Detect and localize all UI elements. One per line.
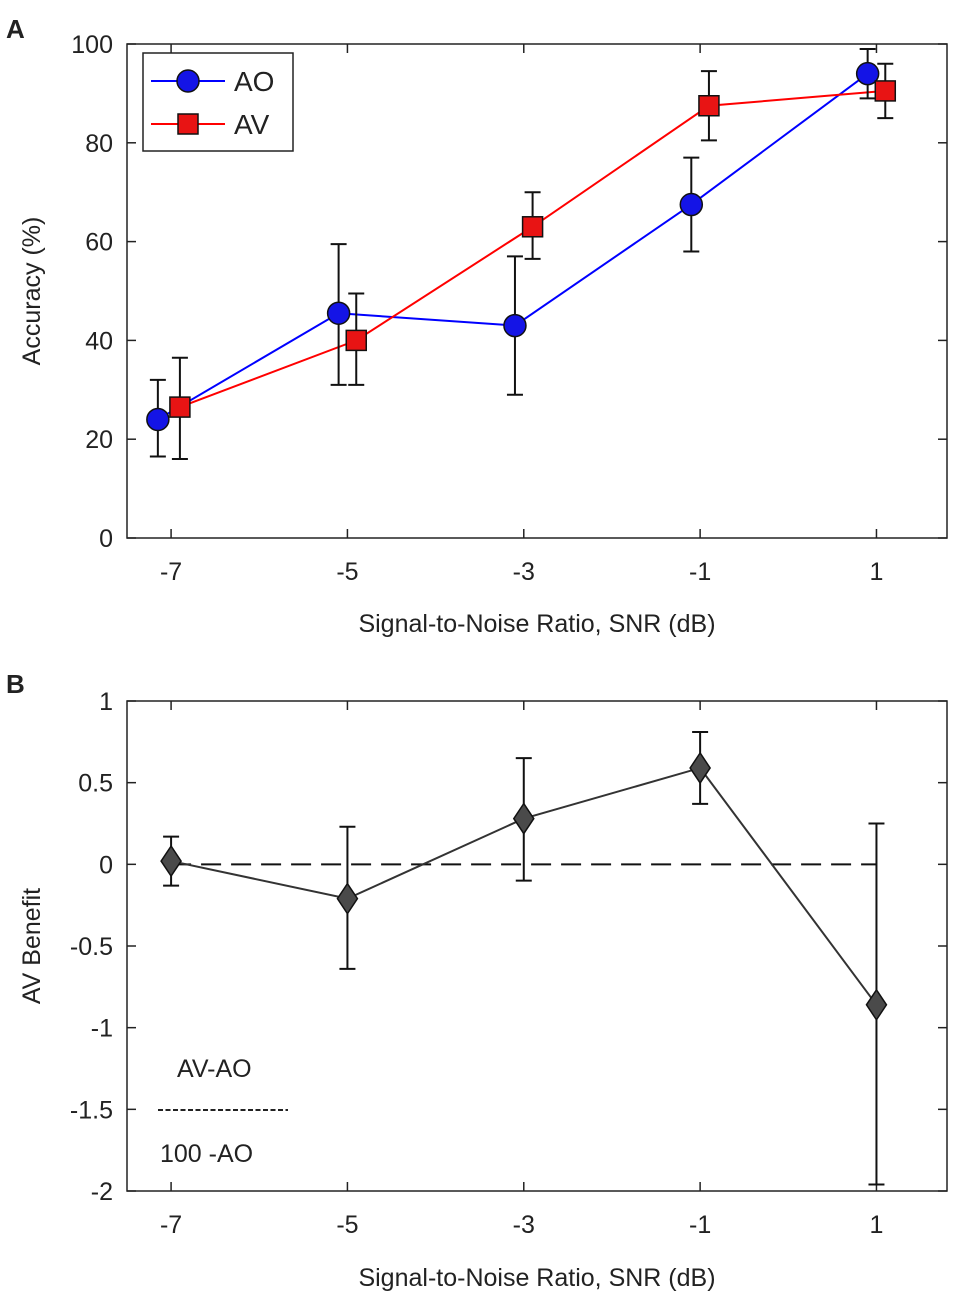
marker-av-benefit xyxy=(336,882,359,915)
y-tick-label: -1 xyxy=(91,1015,113,1043)
marker-ao xyxy=(855,61,880,86)
marker-av xyxy=(169,396,191,418)
legend-box xyxy=(142,52,294,152)
legend-label-av: AV xyxy=(234,109,270,140)
x-axis-b: -7 -5 -3 -1 1 xyxy=(160,701,883,1239)
legend-a: AO AV xyxy=(142,52,294,152)
marker-av xyxy=(874,80,897,102)
y-tick-label: -0.5 xyxy=(70,933,113,961)
panel-b-av-benefit-chart: B -2 -1.5 -1 -0.5 0 0.5 1 -7 -5 -3 -1 1 Signal-to-… xyxy=(6,669,948,1292)
x-axis-a: -7 -5 -3 -1 1 xyxy=(160,44,883,586)
markers-b xyxy=(160,751,888,1022)
x-tick-label: -7 xyxy=(160,1211,182,1239)
marker-ao xyxy=(679,192,704,217)
y-tick-label: 0 xyxy=(99,851,113,879)
marker-ao xyxy=(146,407,170,432)
legend-marker-av xyxy=(177,113,199,135)
y-tick-label: 0.5 xyxy=(78,770,113,798)
marker-av xyxy=(521,216,544,238)
x-tick-label: -3 xyxy=(513,1211,535,1239)
legend-label-ao: AO xyxy=(234,66,274,97)
y-axis-label-a: Accuracy (%) xyxy=(18,217,46,366)
x-tick-label: 1 xyxy=(870,1211,884,1239)
formula-denominator: 100 -AO xyxy=(160,1140,253,1168)
y-tick-label: 60 xyxy=(85,229,113,257)
y-axis-a: 0 20 40 60 80 100 xyxy=(71,31,947,553)
marker-ao xyxy=(503,313,527,338)
y-axis-b: -2 -1.5 -1 -0.5 0 0.5 1 xyxy=(70,688,947,1206)
y-tick-label: 20 xyxy=(85,426,113,454)
x-tick-label: -5 xyxy=(336,1211,358,1239)
y-tick-label: -2 xyxy=(91,1178,113,1206)
x-tick-label: -3 xyxy=(513,558,535,586)
x-axis-label-a: Signal-to-Noise Ratio, SNR (dB) xyxy=(358,610,715,638)
x-tick-label: -1 xyxy=(689,1211,711,1239)
y-axis-label-b: AV Benefit xyxy=(18,888,46,1004)
y-tick-label: 0 xyxy=(99,525,113,553)
legend-marker-ao xyxy=(176,69,200,93)
marker-av xyxy=(345,329,367,352)
x-axis-label-b: Signal-to-Noise Ratio, SNR (dB) xyxy=(358,1264,715,1292)
marker-ao xyxy=(326,301,351,325)
panel-a-accuracy-chart: A 0 20 40 60 80 100 -7 -5 -3 -1 1 Signal-to-Noise… xyxy=(6,14,948,638)
plot-area-b xyxy=(126,700,948,1192)
x-tick-label: -1 xyxy=(689,558,711,586)
marker-av-benefit xyxy=(160,844,182,878)
y-tick-label: 40 xyxy=(85,327,113,355)
x-tick-label: 1 xyxy=(870,558,884,586)
markers-a xyxy=(146,61,897,432)
x-tick-label: -7 xyxy=(160,558,182,586)
marker-av-benefit xyxy=(512,802,535,835)
y-tick-label: 100 xyxy=(71,31,113,59)
panel-label-a: A xyxy=(6,14,25,44)
y-tick-label: 80 xyxy=(85,130,113,158)
y-tick-label: -1.5 xyxy=(70,1096,113,1124)
formula-annotation: AV-AO 100 -AO xyxy=(158,1055,288,1168)
marker-av-benefit xyxy=(865,988,888,1022)
x-tick-label: -5 xyxy=(336,558,358,586)
marker-av-benefit xyxy=(689,751,712,785)
formula-numerator: AV-AO xyxy=(177,1055,252,1083)
panel-label-b: B xyxy=(6,669,25,699)
y-tick-label: 1 xyxy=(99,688,113,716)
marker-av xyxy=(698,95,720,117)
